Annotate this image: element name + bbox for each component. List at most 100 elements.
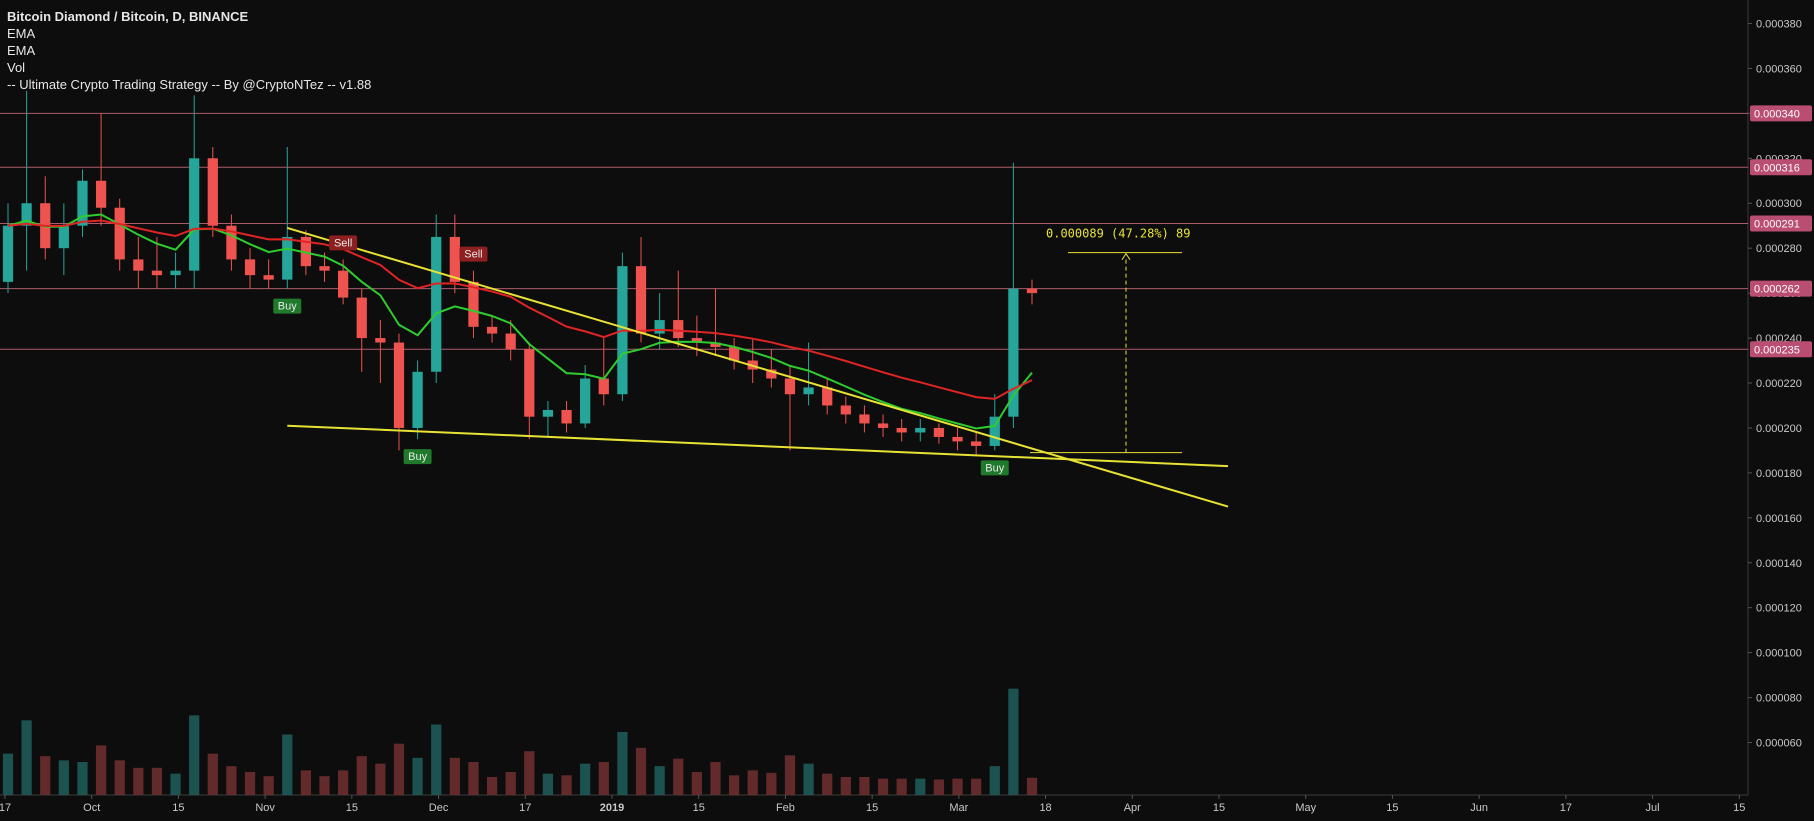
- volume-bar: [207, 753, 218, 795]
- volume-bar: [691, 772, 702, 795]
- volume-bar: [1008, 688, 1019, 795]
- volume-bar: [114, 760, 125, 795]
- time-tick-label: Jul: [1646, 802, 1660, 814]
- measure-label: 0.000089 (47.28%) 89: [1046, 227, 1191, 241]
- candle-body: [822, 387, 833, 406]
- time-tick-label: 15: [1213, 802, 1225, 814]
- time-tick-label: Feb: [776, 802, 795, 814]
- time-tick-label: 15: [693, 802, 705, 814]
- volume-bar: [766, 772, 777, 795]
- price-tick-label: 0.000220: [1756, 378, 1802, 390]
- volume-bar: [263, 776, 274, 795]
- candle-body: [151, 270, 163, 276]
- candle-body: [524, 349, 535, 417]
- candle-body: [226, 225, 237, 260]
- candle-body: [580, 378, 591, 424]
- volume-bar: [375, 763, 386, 795]
- candle-body: [207, 158, 218, 226]
- candle-body: [784, 378, 796, 395]
- time-tick-label: 17: [1560, 802, 1572, 814]
- time-tick-label: Apr: [1124, 802, 1141, 814]
- level-price-tag: [1750, 215, 1812, 232]
- time-tick-label: Nov: [255, 802, 275, 814]
- volume-bar: [151, 767, 163, 795]
- volume-bar: [338, 770, 349, 795]
- level-price-label: 0.000340: [1754, 108, 1800, 120]
- candle-body: [189, 158, 200, 271]
- volume-bar: [356, 756, 367, 795]
- volume-bar: [95, 745, 107, 795]
- candle-body: [356, 297, 367, 339]
- candle-body: [989, 416, 1000, 446]
- candle-body: [77, 180, 88, 226]
- measure-arrow-head: [1121, 252, 1131, 260]
- price-tick-label: 0.000300: [1756, 198, 1802, 210]
- candle-body: [412, 371, 423, 428]
- volume-bar: [319, 776, 330, 795]
- level-price-label: 0.000262: [1754, 284, 1800, 296]
- volume-bar: [170, 773, 181, 795]
- legend-indicator-vol[interactable]: Vol: [7, 60, 26, 75]
- candle-body: [282, 236, 293, 280]
- price-tick-label: 0.000380: [1756, 18, 1802, 30]
- volume-bar: [282, 734, 293, 795]
- buy-signal-badge: [980, 460, 1009, 476]
- level-price-tag: [1750, 159, 1812, 176]
- legend-indicator-ema-1[interactable]: EMA: [7, 26, 36, 41]
- ema-fast-line: [7, 213, 1033, 430]
- candle-body: [673, 320, 684, 339]
- level-price-label: 0.000235: [1754, 344, 1800, 356]
- candle-body: [971, 441, 982, 446]
- candle-body: [877, 423, 889, 428]
- volume-bar: [859, 777, 870, 795]
- volume-bar: [598, 762, 609, 795]
- volume-bar: [877, 778, 889, 795]
- volume-bar: [300, 770, 312, 795]
- time-tick-label: 15: [172, 802, 184, 814]
- candle-body: [170, 270, 181, 276]
- candle-body: [840, 405, 851, 415]
- volume-bar: [486, 777, 498, 795]
- candle-body: [431, 236, 442, 372]
- buy-signal-badge: [403, 449, 432, 465]
- time-tick-label: 17: [519, 802, 531, 814]
- volume-bar: [896, 778, 907, 795]
- time-tick-label: May: [1295, 802, 1316, 814]
- time-tick-label: Mar: [949, 802, 968, 814]
- candle-body: [468, 281, 479, 327]
- volume-bar: [21, 720, 32, 795]
- volume-bar: [728, 775, 740, 795]
- time-tick-label: 18: [1039, 802, 1051, 814]
- price-tick-label: 0.000060: [1756, 738, 1802, 750]
- volume-bar: [654, 766, 665, 795]
- candle-body: [393, 342, 405, 428]
- legend-indicator-strategy[interactable]: -- Ultimate Crypto Trading Strategy -- B…: [7, 77, 372, 92]
- volume-bar: [393, 743, 405, 795]
- volume-bar: [561, 775, 572, 795]
- level-price-label: 0.000291: [1754, 218, 1800, 230]
- candle-body: [449, 236, 460, 282]
- legend-symbol-title[interactable]: Bitcoin Diamond / Bitcoin, D, BINANCE: [7, 9, 249, 24]
- volume-bar: [40, 756, 51, 795]
- volume-bar: [189, 715, 200, 795]
- candle-body: [803, 387, 814, 395]
- volume-bar: [971, 778, 982, 795]
- price-tick-label: 0.000280: [1756, 243, 1802, 255]
- level-price-tag: [1750, 105, 1812, 122]
- candle-body: [319, 266, 330, 271]
- level-price-label: 0.000316: [1754, 162, 1800, 174]
- volume-bar: [933, 779, 945, 795]
- candle-body: [654, 320, 665, 334]
- time-tick-label: 2019: [600, 802, 624, 814]
- candle-body: [561, 409, 572, 424]
- volume-bar: [449, 757, 460, 795]
- candle-body: [300, 236, 312, 267]
- time-tick-label: 15: [866, 802, 878, 814]
- candle-body: [691, 338, 702, 343]
- price-tick-label: 0.000140: [1756, 558, 1802, 570]
- volume-bar: [635, 747, 647, 795]
- legend-indicator-ema-2[interactable]: EMA: [7, 43, 36, 58]
- time-tick-label: 15: [1386, 802, 1398, 814]
- price-tick-label: 0.000160: [1756, 513, 1802, 525]
